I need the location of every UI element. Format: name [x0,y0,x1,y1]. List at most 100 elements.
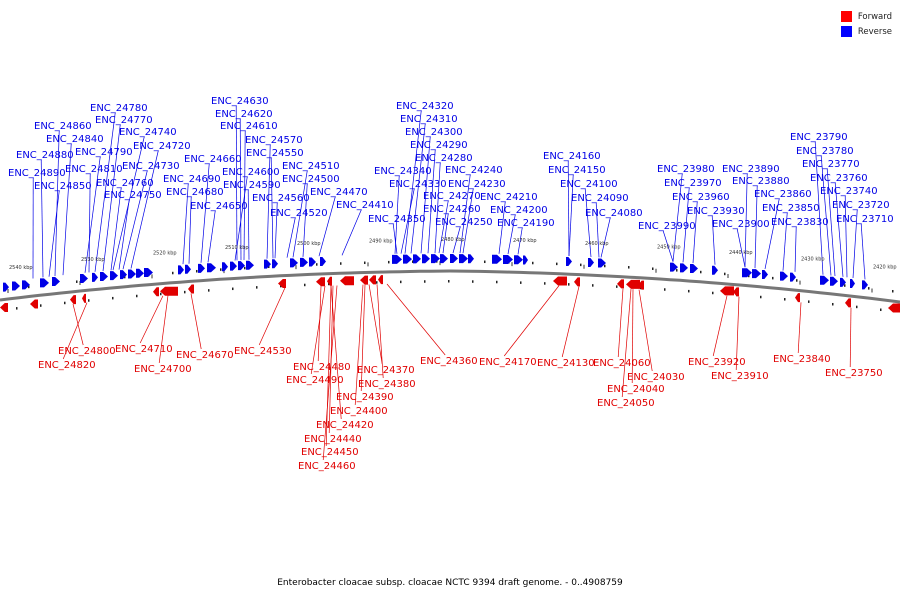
reverse-gene-label: ENC_24590 [223,180,281,191]
reverse-label-leader [567,160,570,257]
reverse-gene-label: ENC_23710 [836,214,894,225]
forward-label-leader [62,302,88,360]
minor-tick [724,272,726,276]
reverse-label-leader [507,214,516,255]
reverse-gene-label: ENC_24210 [480,192,538,203]
reverse-gene-label: ENC_24690 [163,174,221,185]
reverse-gene-arrow [40,278,49,288]
reverse-gene-arrow [185,264,191,274]
reverse-label-leader [88,173,91,273]
reverse-label-leader [130,150,159,269]
forward-gene-label: ENC_24040 [607,384,665,395]
minor-tick [868,287,870,290]
reverse-label-leader [420,136,431,254]
minor-tick [28,285,30,289]
forward-gene-arrow [0,303,8,312]
reverse-gene-arrow [459,254,468,264]
minor-tick [784,298,786,301]
forward-gene-arrow [733,287,739,297]
reverse-gene-label: ENC_24720 [133,141,191,152]
forward-gene-arrow [888,303,900,313]
reverse-gene-label: ENC_24190 [497,218,555,229]
reverse-label-leader [438,200,449,254]
forward-label-leader [360,284,366,392]
minor-tick [340,262,342,265]
reverse-label-leader [48,190,60,277]
legend-swatch-reverse [840,26,852,37]
forward-label-leader [354,284,364,406]
minor-tick [520,281,522,284]
minor-tick [568,283,570,286]
minor-tick [592,284,594,287]
reverse-gene-label: ENC_23900 [712,219,770,230]
forward-gene-arrow [845,298,851,308]
minor-tick [316,263,318,266]
reverse-label-leader [392,223,398,254]
minor-tick [208,289,210,292]
reverse-label-leader [462,188,474,254]
legend-item-reverse: Reverse [840,24,892,39]
reverse-gene-label: ENC_24470 [310,187,368,198]
reverse-label-leader [600,217,611,258]
reverse-label-leader [754,185,758,269]
forward-gene-label: ENC_24050 [597,398,655,409]
reverse-gene-arrow [670,262,678,272]
reverse-label-leader [692,201,698,264]
reverse-gene-arrow [830,276,838,286]
forward-label-leader [735,296,740,371]
reverse-gene-arrow [752,269,761,279]
reverse-gene-arrow [588,257,594,267]
reverse-gene-arrow [450,254,458,263]
reverse-gene-arrow [440,254,448,264]
reverse-label-leader [844,195,848,278]
kbp-tick-label: 2510 kbp [225,245,249,251]
reverse-gene-arrow [3,282,9,292]
reverse-gene-arrow [128,269,136,279]
minor-tick [64,301,66,305]
reverse-gene-arrow [136,268,144,278]
reverse-label-leader [852,209,858,279]
reverse-gene-label: ENC_24850 [34,181,92,192]
reverse-label-leader [239,118,242,261]
minor-tick [484,260,486,264]
minor-tick [676,269,678,272]
reverse-gene-label: ENC_24290 [410,140,468,151]
reverse-gene-label: ENC_24260 [423,204,481,215]
minor-tick [880,308,882,312]
minor-tick [172,271,174,275]
forward-gene-label: ENC_24030 [627,372,685,383]
forward-label-leader [712,295,728,357]
reverse-label-leader [452,226,461,254]
forward-gene-arrow [82,293,86,303]
minor-tick [160,292,162,296]
reverse-gene-arrow [198,263,205,273]
reverse-gene-label: ENC_24600 [222,167,280,178]
minor-tick [532,261,534,265]
reverse-label-leader [820,155,832,276]
reverse-gene-arrow [492,254,502,264]
reverse-gene-label: ENC_24100 [560,179,618,190]
minor-tick [388,260,390,264]
reverse-gene-label: ENC_24610 [220,121,278,132]
forward-gene-label: ENC_23910 [711,371,769,382]
reverse-gene-arrow [503,254,513,264]
forward-gene-arrow [720,286,734,296]
forward-gene-label: ENC_24130 [537,358,595,369]
reverse-gene-arrow [144,268,153,278]
reverse-label-leader [62,143,72,276]
reverse-gene-label: ENC_24320 [396,101,454,112]
reverse-gene-arrow [246,260,254,270]
reverse-gene-label: ENC_24880 [16,150,74,161]
minor-tick [376,281,378,284]
kbp-tick-label: 2430 kbp [801,257,825,263]
minor-tick [136,294,138,298]
genome-backbone [0,269,900,304]
reverse-label-leader [834,182,844,277]
minor-tick [496,280,498,284]
reverse-gene-label: ENC_23740 [820,186,878,197]
forward-label-leader [310,285,326,375]
forward-gene-label: ENC_24800 [58,346,116,357]
reverse-gene-arrow [12,281,20,291]
forward-gene-arrow [574,277,580,287]
